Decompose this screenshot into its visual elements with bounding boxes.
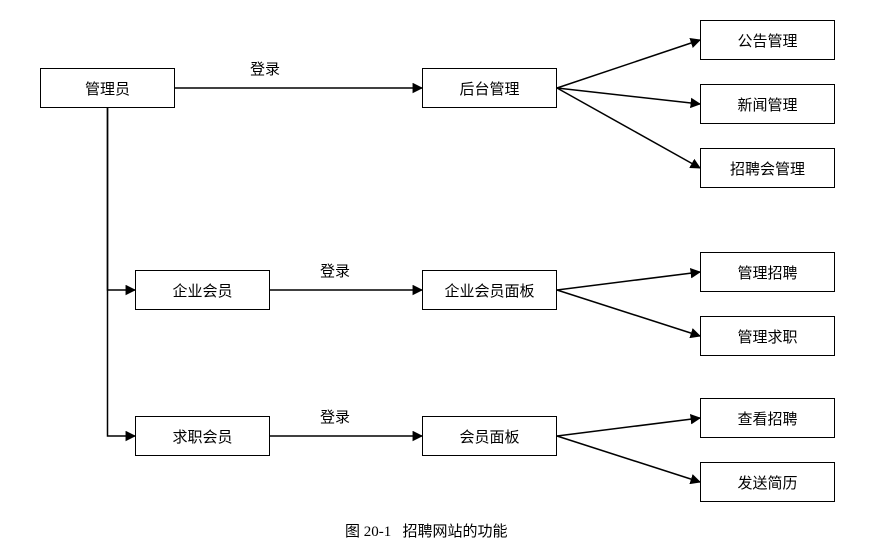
edge-label-corp_member-corp_panel: 登录 — [320, 260, 350, 281]
node-send_resume: 发送简历 — [700, 462, 835, 502]
node-jobfair_mgmt: 招聘会管理 — [700, 148, 835, 188]
node-corp_member: 企业会员 — [135, 270, 270, 310]
node-manage_recruit: 管理招聘 — [700, 252, 835, 292]
figure-caption: 图 20-1 招聘网站的功能 — [345, 520, 508, 541]
node-corp_panel: 企业会员面板 — [422, 270, 557, 310]
node-manage_apply: 管理求职 — [700, 316, 835, 356]
node-job_member: 求职会员 — [135, 416, 270, 456]
edge-label-admin-backend: 登录 — [250, 58, 280, 79]
node-announce_mgmt: 公告管理 — [700, 20, 835, 60]
edge-label-job_member-member_panel: 登录 — [320, 406, 350, 427]
node-member_panel: 会员面板 — [422, 416, 557, 456]
node-backend: 后台管理 — [422, 68, 557, 108]
diagram-canvas: 图 20-1 招聘网站的功能 管理员企业会员求职会员 后台管理企业会员面板会员面板… — [0, 0, 870, 548]
node-news_mgmt: 新闻管理 — [700, 84, 835, 124]
node-admin: 管理员 — [40, 68, 175, 108]
node-view_recruit: 查看招聘 — [700, 398, 835, 438]
